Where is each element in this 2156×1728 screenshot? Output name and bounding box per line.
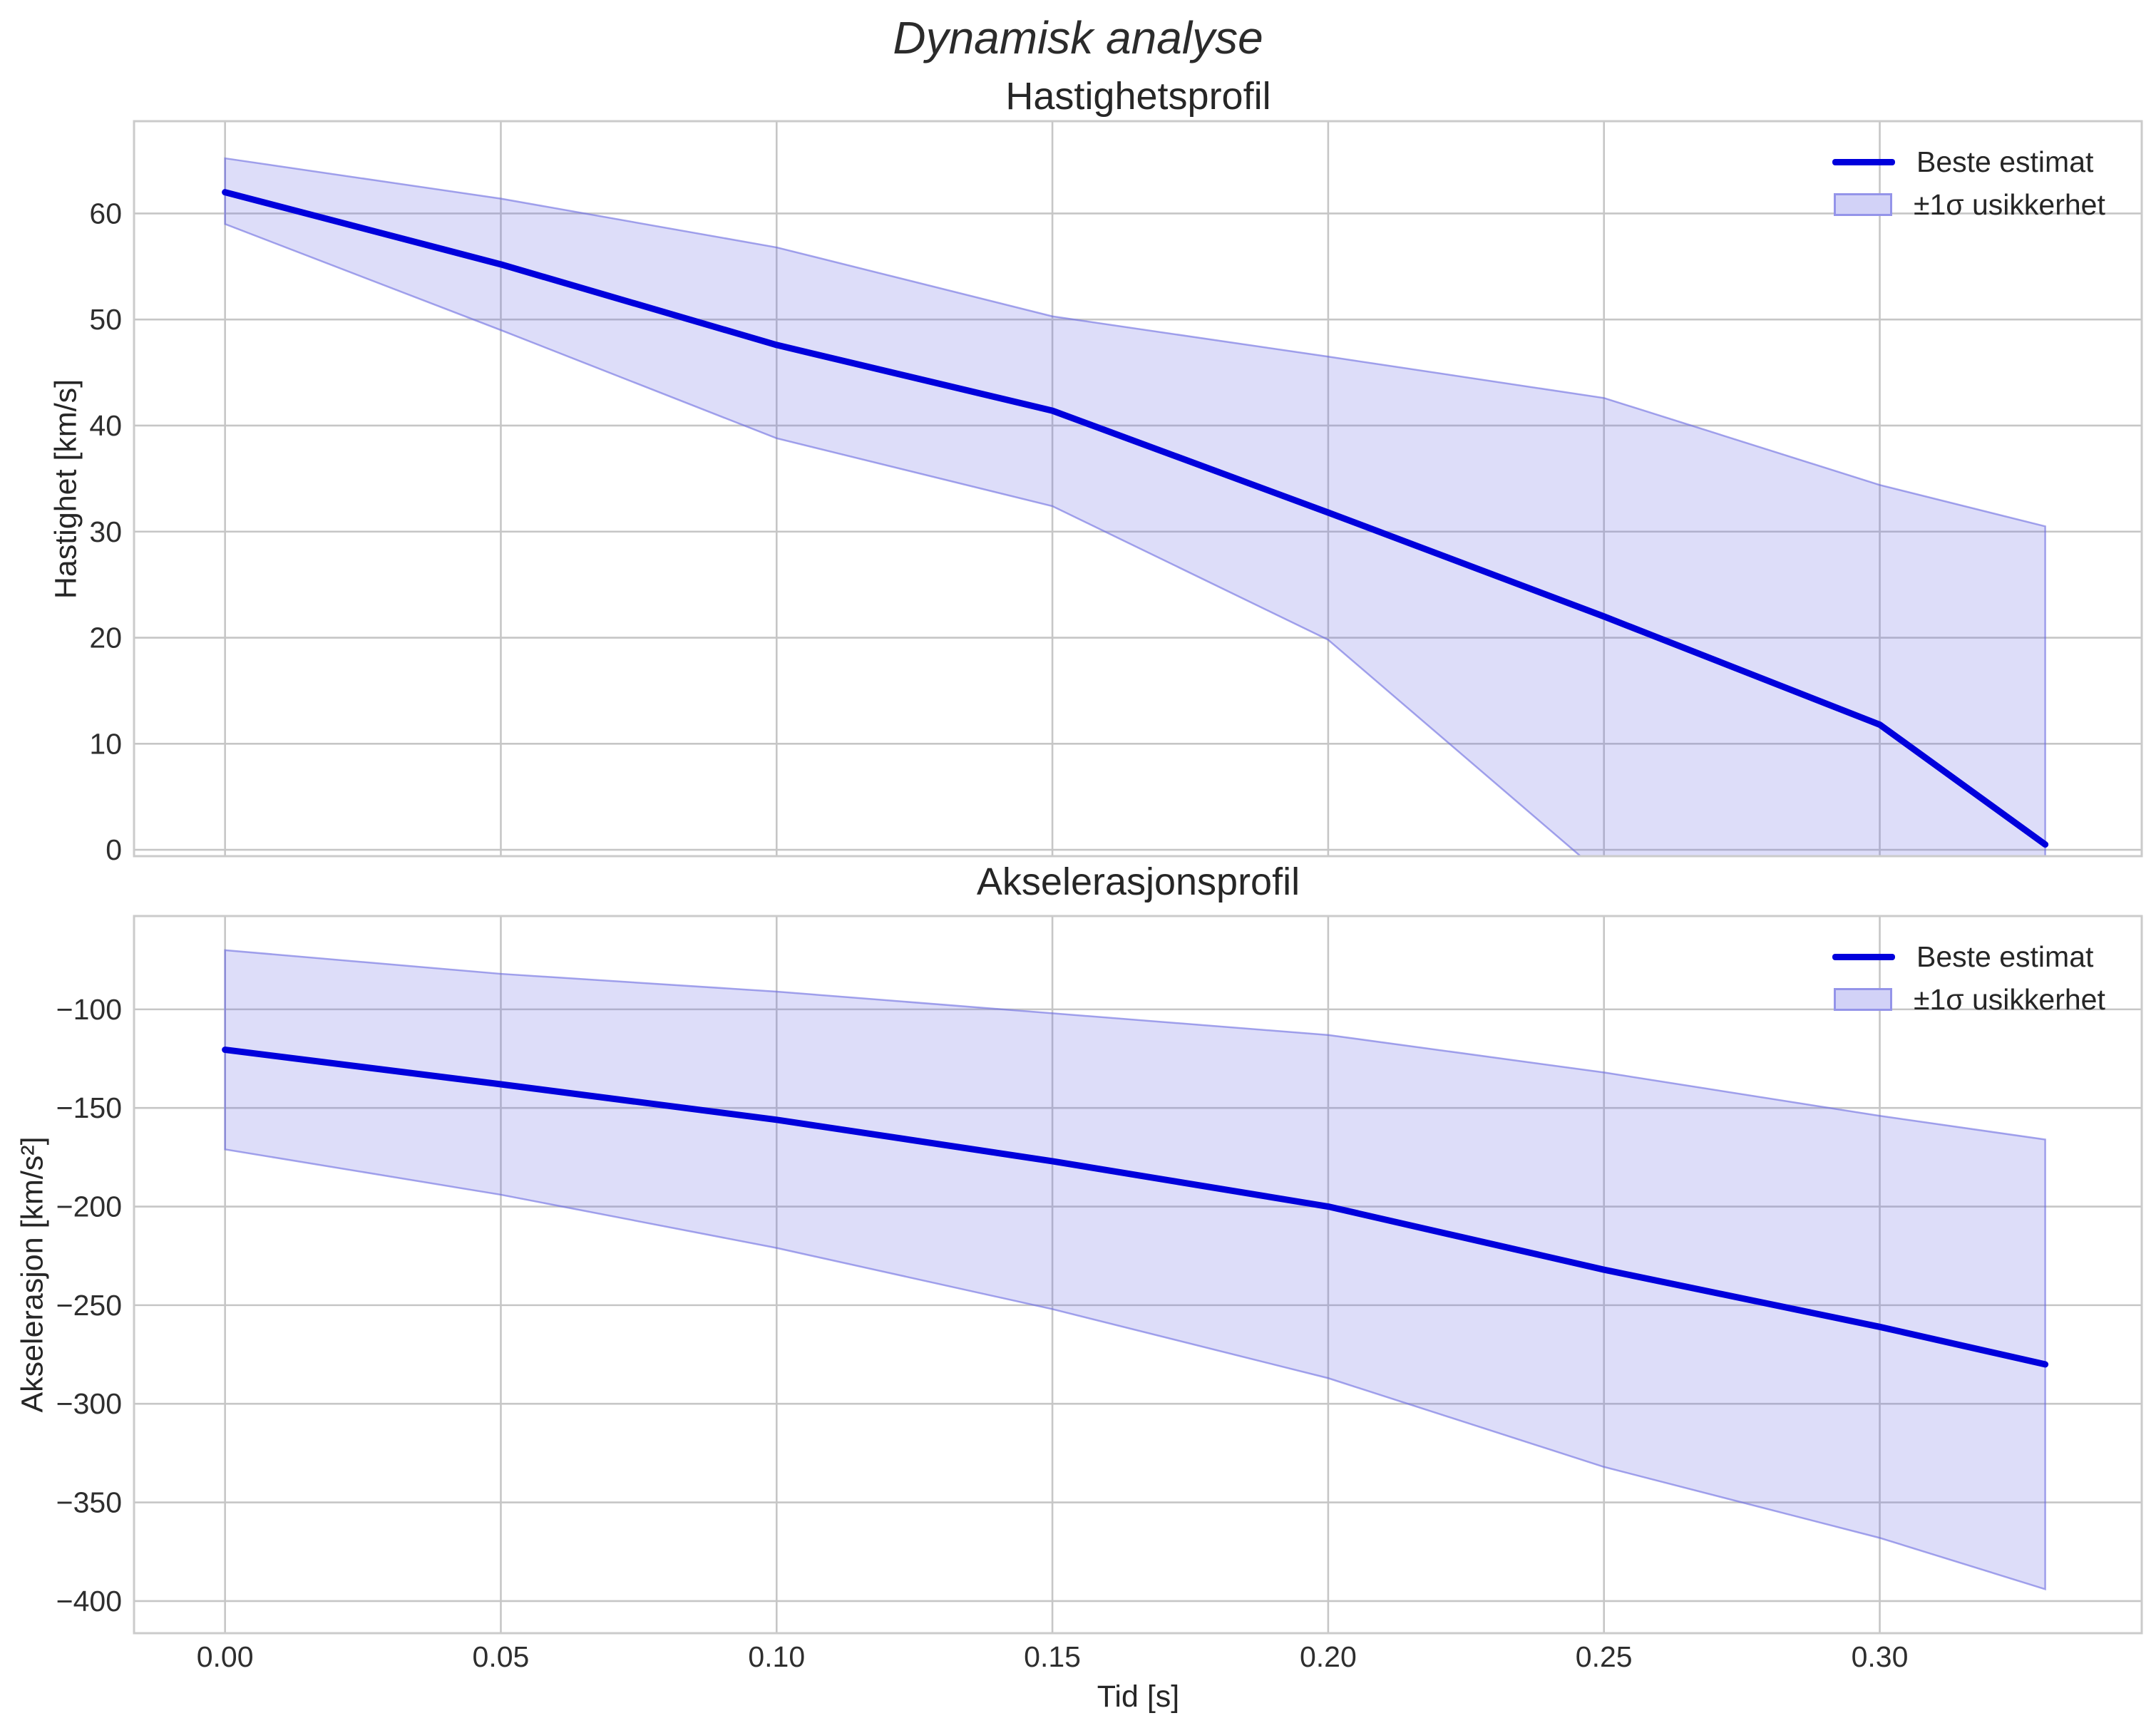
velocity-y-axis-label: Hastighet [km/s] xyxy=(48,379,83,600)
acceleration-plot-title: Akselerasjonsprofil xyxy=(976,860,1300,903)
acceleration-legend: Beste estimat ±1σ usikkerhet xyxy=(1832,935,2105,1021)
svg-text:−250: −250 xyxy=(56,1289,122,1322)
legend-label: Beste estimat xyxy=(1916,145,2094,178)
svg-text:0.25: 0.25 xyxy=(1576,1640,1633,1673)
svg-text:0.30: 0.30 xyxy=(1852,1640,1909,1673)
svg-text:30: 30 xyxy=(89,515,122,548)
svg-text:−350: −350 xyxy=(56,1486,122,1519)
line-swatch-icon xyxy=(1832,158,1895,165)
legend-label: ±1σ usikkerhet xyxy=(1914,982,2105,1016)
svg-text:−150: −150 xyxy=(56,1091,122,1124)
band-swatch-icon xyxy=(1834,193,1892,216)
svg-text:60: 60 xyxy=(89,197,122,230)
svg-text:50: 50 xyxy=(89,303,122,336)
svg-text:10: 10 xyxy=(89,727,122,760)
time-x-axis-label: Tid [s] xyxy=(1097,1680,1180,1714)
svg-text:20: 20 xyxy=(89,622,122,654)
svg-text:0.05: 0.05 xyxy=(473,1640,530,1673)
svg-text:−400: −400 xyxy=(56,1585,122,1618)
legend-label: ±1σ usikkerhet xyxy=(1914,187,2105,221)
svg-text:0.10: 0.10 xyxy=(748,1640,805,1673)
svg-text:40: 40 xyxy=(89,409,122,442)
svg-text:−100: −100 xyxy=(56,993,122,1026)
svg-text:0: 0 xyxy=(106,833,122,866)
legend-entry-uncertainty: ±1σ usikkerhet xyxy=(1832,183,2105,226)
legend-entry-best-estimate: Beste estimat xyxy=(1832,935,2105,978)
figure-title: Dynamisk analyse xyxy=(893,12,1263,63)
svg-text:0.20: 0.20 xyxy=(1300,1640,1357,1673)
line-swatch-icon xyxy=(1832,953,1895,960)
svg-text:−200: −200 xyxy=(56,1190,122,1223)
svg-text:−300: −300 xyxy=(56,1387,122,1420)
svg-text:0.15: 0.15 xyxy=(1024,1640,1081,1673)
legend-entry-best-estimate: Beste estimat xyxy=(1832,140,2105,183)
legend-entry-uncertainty: ±1σ usikkerhet xyxy=(1832,978,2105,1021)
velocity-plot-title: Hastighetsprofil xyxy=(1005,75,1271,118)
band-swatch-icon xyxy=(1834,988,1892,1011)
acceleration-y-axis-label: Akselerasjon [km/s²] xyxy=(15,1136,50,1413)
legend-label: Beste estimat xyxy=(1916,940,2094,973)
svg-text:0.00: 0.00 xyxy=(197,1640,254,1673)
velocity-legend: Beste estimat ±1σ usikkerhet xyxy=(1832,140,2105,226)
